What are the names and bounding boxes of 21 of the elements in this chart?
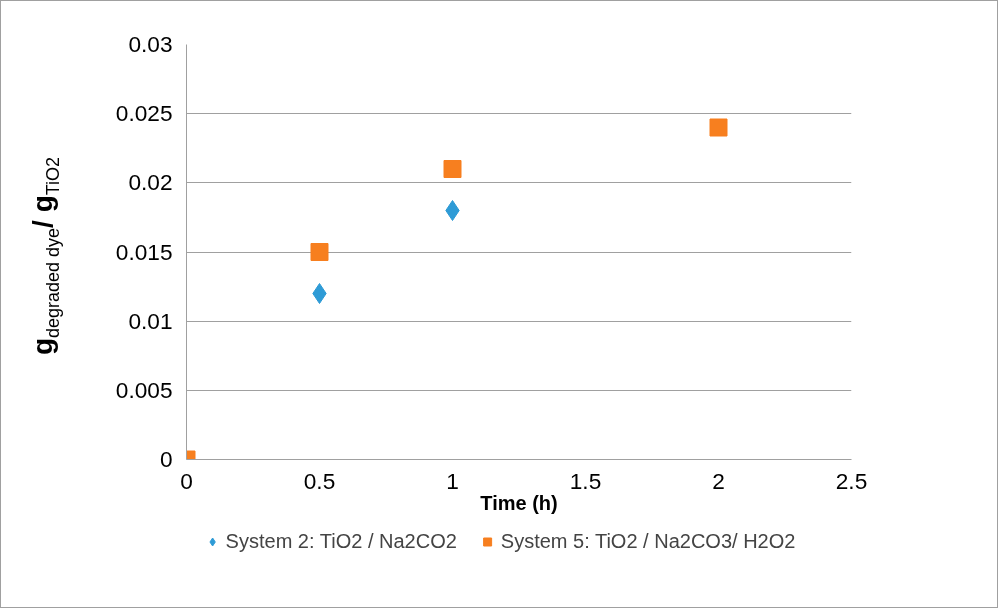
point <box>312 283 327 304</box>
point <box>443 160 462 178</box>
point <box>310 243 329 261</box>
point <box>445 200 460 221</box>
x-tick-label: 2 <box>712 467 725 494</box>
x-tick-label: 0.5 <box>303 467 336 494</box>
y-tick-label: 0.02 <box>128 169 173 196</box>
y-tick-label: 0.005 <box>115 376 173 403</box>
y-tick-label: 0.01 <box>128 307 173 334</box>
x-tick-label: 1 <box>446 467 459 494</box>
point <box>709 118 728 137</box>
x-tick-label: 2.5 <box>835 467 868 494</box>
y-tick-label: 0 <box>159 446 173 472</box>
legend-label: System 5: TiO2 / Na2CO3/ H2O2 <box>500 529 796 553</box>
y-tick-label: 0.015 <box>115 238 173 265</box>
x-axis-title: Time (h) <box>480 491 558 514</box>
y-tick-label: 0.025 <box>115 100 173 127</box>
x-tick-label: 0 <box>180 467 193 494</box>
x-tick-label: 1.5 <box>569 467 602 494</box>
y-tick-label: 0.03 <box>128 31 173 57</box>
legend-label: System 2: TiO2 / Na2CO2 <box>225 529 457 553</box>
